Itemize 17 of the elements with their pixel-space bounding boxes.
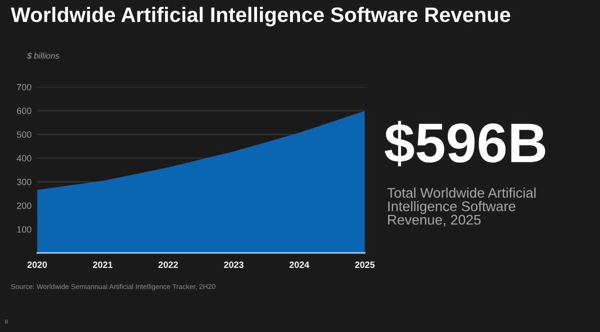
y-axis-title: $ billions <box>26 52 60 60</box>
text: Total Worldwide Artificial Intelligence Software Revenue, 2025 <box>387 188 536 226</box>
y-tick-label: 700 <box>17 84 32 90</box>
x-tick-label: 2020 <box>27 262 47 268</box>
y-tick-label: 300 <box>16 178 32 186</box>
text: $596B <box>384 120 546 166</box>
y-tick-label: 400 <box>16 155 32 162</box>
y-tick-label: 100 <box>17 226 32 233</box>
chart-title: Worldwide Artificial Intelligence Software Revenue <box>10 6 510 26</box>
x-tick-label: 2021 <box>92 262 113 268</box>
y-tick-label: 600 <box>17 108 32 114</box>
y-tick-label: 500 <box>16 131 32 138</box>
y-tick-label: 200 <box>17 202 32 209</box>
x-tick-label: 2024 <box>290 262 310 268</box>
x-tick-label: 2025 <box>355 262 375 268</box>
x-tick-label: 2022 <box>158 262 178 268</box>
x-tick-label: 2023 <box>224 262 244 268</box>
